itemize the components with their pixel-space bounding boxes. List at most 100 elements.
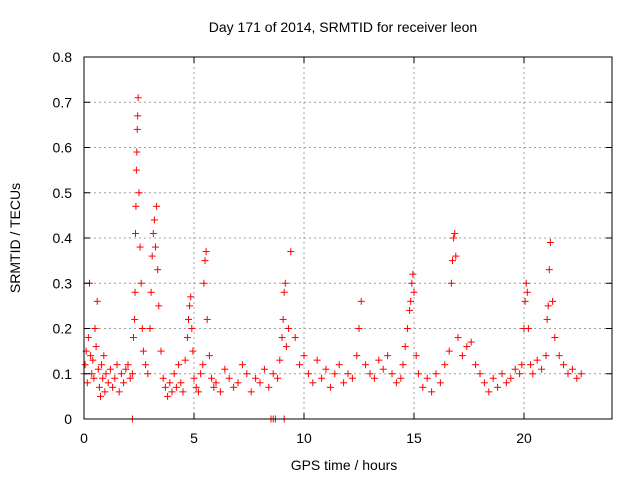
data-point [168,388,176,396]
data-point [138,325,146,332]
data-point [522,279,530,287]
y-tick-label: 0.8 [53,49,73,65]
data-point [573,374,581,382]
data-point [131,315,139,323]
data-point [408,279,416,287]
data-point [260,365,268,373]
x-tick-label: 0 [80,430,88,446]
data-point [344,370,352,378]
data-point [412,352,420,360]
data-point [485,388,493,396]
data-point [109,383,117,391]
data-point [276,356,284,364]
data-point [401,343,409,351]
data-point [130,334,137,342]
data-point [409,270,417,278]
y-tick-label: 0.3 [53,275,73,291]
data-point [524,325,532,332]
data-point [81,361,89,369]
data-point [384,352,392,360]
data-point [225,374,233,382]
data-point [278,334,286,342]
data-point [544,302,552,310]
x-tick-label: 20 [516,430,532,446]
data-point [322,365,330,373]
data-point [555,352,563,360]
data-point [84,334,92,342]
data-point [221,365,229,373]
y-tick-label: 0.6 [53,140,73,156]
data-point [511,365,519,373]
data-point [480,379,488,387]
data-point [137,279,145,287]
data-point [153,202,161,210]
data-point [265,383,273,391]
y-tick-label: 0.2 [53,321,73,337]
data-point [543,315,551,323]
data-point [164,392,172,400]
data-point [135,189,143,197]
data-point [142,361,150,369]
data-point [205,352,213,360]
y-tick-label: 0.4 [53,230,73,246]
data-point [454,334,462,342]
data-point [392,379,400,387]
data-point [113,361,121,369]
x-axis: 0 5 10 15 20 [80,57,532,446]
data-point [208,374,216,382]
data-point [93,297,101,305]
data-point [546,239,554,247]
data-point [340,379,348,387]
data-point [152,243,159,251]
data-point [122,365,130,373]
data-point [423,374,431,382]
x-tick-label: 15 [406,430,422,446]
data-point [318,374,326,382]
data-point [230,383,238,391]
data-point [432,370,440,378]
data-point [87,352,95,360]
data-point [126,374,134,382]
data-point [406,306,414,314]
data-point [326,383,334,391]
data-point [287,248,295,256]
data-point [94,365,102,373]
y-tick-label: 0.1 [53,366,73,382]
y-tick-label: 0.7 [53,94,73,110]
data-point [355,325,363,332]
data-point [175,361,183,369]
data-point [403,325,411,332]
data-point [458,352,466,360]
chart-title: Day 171 of 2014, SRMTID for receiver leo… [209,19,477,35]
data-point [549,297,557,305]
data-point [375,356,383,364]
data-point [148,252,156,260]
data-point [451,229,459,237]
data-point [269,370,277,378]
data-point [212,379,220,387]
data-point [370,374,378,382]
data-point [335,361,343,369]
data-point [304,370,312,378]
data-point [560,361,568,369]
data-point [450,234,458,242]
data-point [247,388,255,396]
data-point [98,361,106,369]
data-point [467,338,475,346]
data-point [452,252,460,260]
data-point [161,383,169,391]
data-point [494,383,502,391]
data-point [507,374,515,382]
data-point [111,374,119,382]
data-point [256,379,264,387]
y-axis-title: SRMTID / TECUs [7,183,23,293]
data-point [166,379,174,387]
data-point [100,352,108,360]
x-axis-title: GPS time / hours [291,457,398,473]
data-point [545,266,553,274]
data-point [183,334,191,342]
data-point [133,125,141,133]
data-point [551,334,559,342]
data-point [252,374,260,382]
